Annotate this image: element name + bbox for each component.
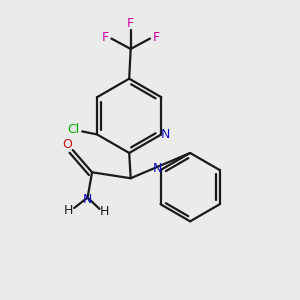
Text: N: N (83, 193, 92, 206)
Text: H: H (64, 204, 74, 218)
Text: N: N (161, 128, 170, 141)
Text: Cl: Cl (67, 123, 80, 136)
Text: H: H (100, 205, 110, 218)
Text: F: F (101, 31, 108, 44)
Text: N: N (152, 162, 162, 175)
Text: F: F (127, 16, 134, 30)
Text: O: O (62, 138, 72, 151)
Text: F: F (153, 31, 160, 44)
